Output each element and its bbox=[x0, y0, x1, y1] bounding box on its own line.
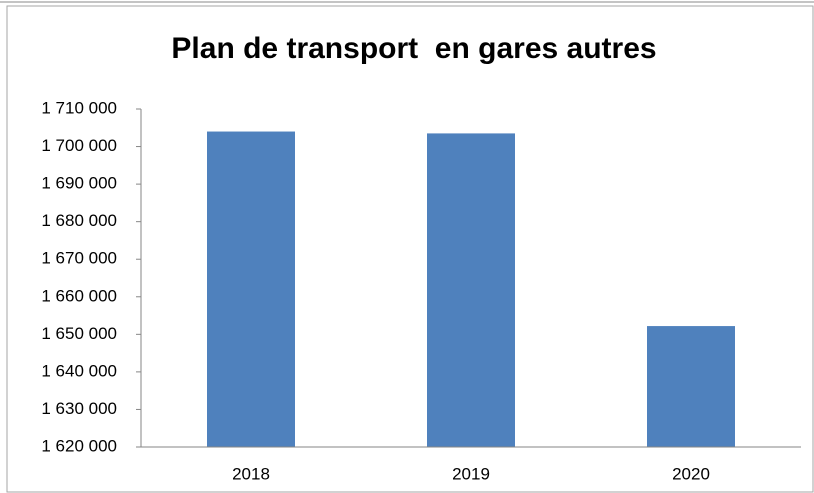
y-tick-label: 1 630 000 bbox=[41, 399, 117, 418]
y-tick-label: 1 670 000 bbox=[41, 249, 117, 268]
bar bbox=[427, 133, 515, 447]
x-tick-label: 2018 bbox=[232, 464, 270, 483]
y-tick-label: 1 680 000 bbox=[41, 211, 117, 230]
x-tick-label: 2019 bbox=[452, 464, 490, 483]
y-tick-label: 1 640 000 bbox=[41, 361, 117, 380]
chart-title: Plan de transport en gares autres bbox=[171, 32, 656, 65]
y-tick-label: 1 710 000 bbox=[41, 98, 117, 117]
x-tick-label: 2020 bbox=[672, 464, 710, 483]
y-tick-label: 1 700 000 bbox=[41, 136, 117, 155]
bar bbox=[647, 326, 735, 447]
y-tick-label: 1 690 000 bbox=[41, 174, 117, 193]
y-tick-label: 1 660 000 bbox=[41, 286, 117, 305]
y-tick-label: 1 650 000 bbox=[41, 324, 117, 343]
bar bbox=[207, 131, 295, 448]
y-tick-label: 1 620 000 bbox=[41, 436, 117, 455]
